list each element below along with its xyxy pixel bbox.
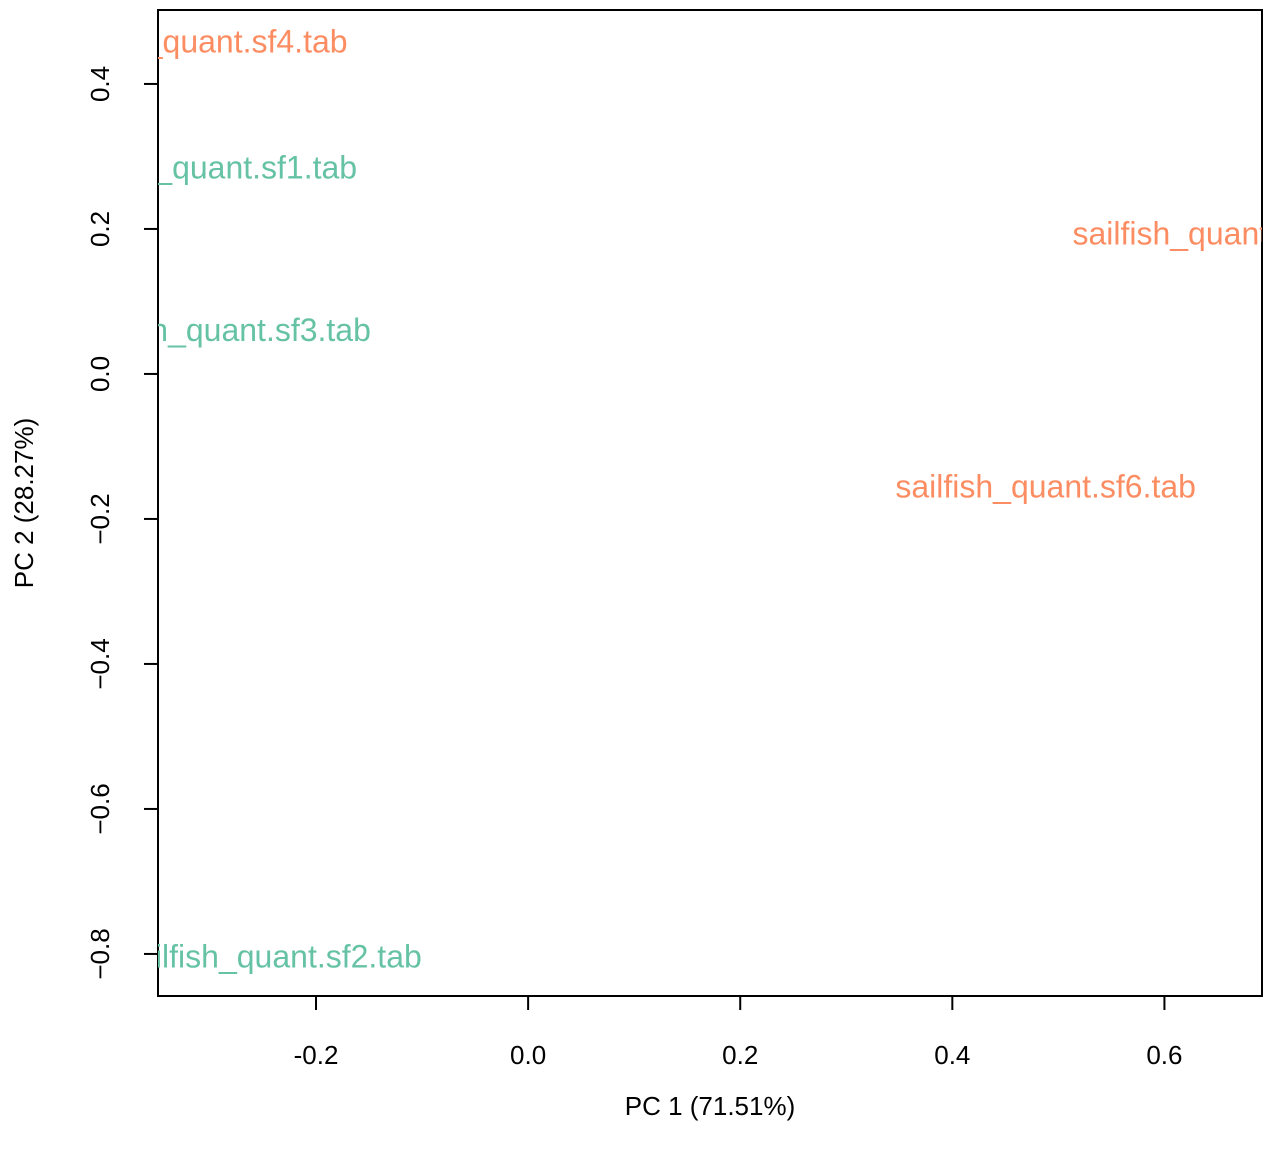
x-tick-label: -0.2 [294, 1040, 339, 1070]
y-tick-label: −0.2 [85, 493, 115, 544]
y-tick-label: 0.4 [85, 66, 115, 102]
x-tick-label: 0.0 [510, 1040, 546, 1070]
plot-frame [157, 9, 1263, 997]
y-axis-title: PC 2 (28.27%) [9, 418, 39, 589]
point-label: sailfish_quant.sf4.tab [47, 24, 348, 60]
y-tick-label: 0.0 [85, 356, 115, 392]
point-label: sailfish_quant.sf2.tab [121, 938, 422, 974]
point-label: sailfish_quant.sf1.tab [56, 150, 357, 186]
x-tick-label: 0.6 [1146, 1040, 1182, 1070]
y-tick-label: 0.2 [85, 211, 115, 247]
point-label: sailfish_quant.sf5.tab [1072, 216, 1275, 252]
y-tick-label: −0.4 [85, 638, 115, 689]
point-label: sailfish_quant.sf3.tab [70, 312, 371, 348]
point-label: sailfish_quant.sf6.tab [895, 469, 1196, 505]
x-tick-label: 0.4 [934, 1040, 970, 1070]
x-tick-label: 0.2 [722, 1040, 758, 1070]
x-axis-title: PC 1 (71.51%) [625, 1091, 796, 1121]
y-tick-label: −0.6 [85, 783, 115, 834]
plot-area: sailfish_quant.sf4.tab sailfish_quant.sf1… [47, 24, 1275, 975]
y-tick-label: −0.8 [85, 928, 115, 979]
